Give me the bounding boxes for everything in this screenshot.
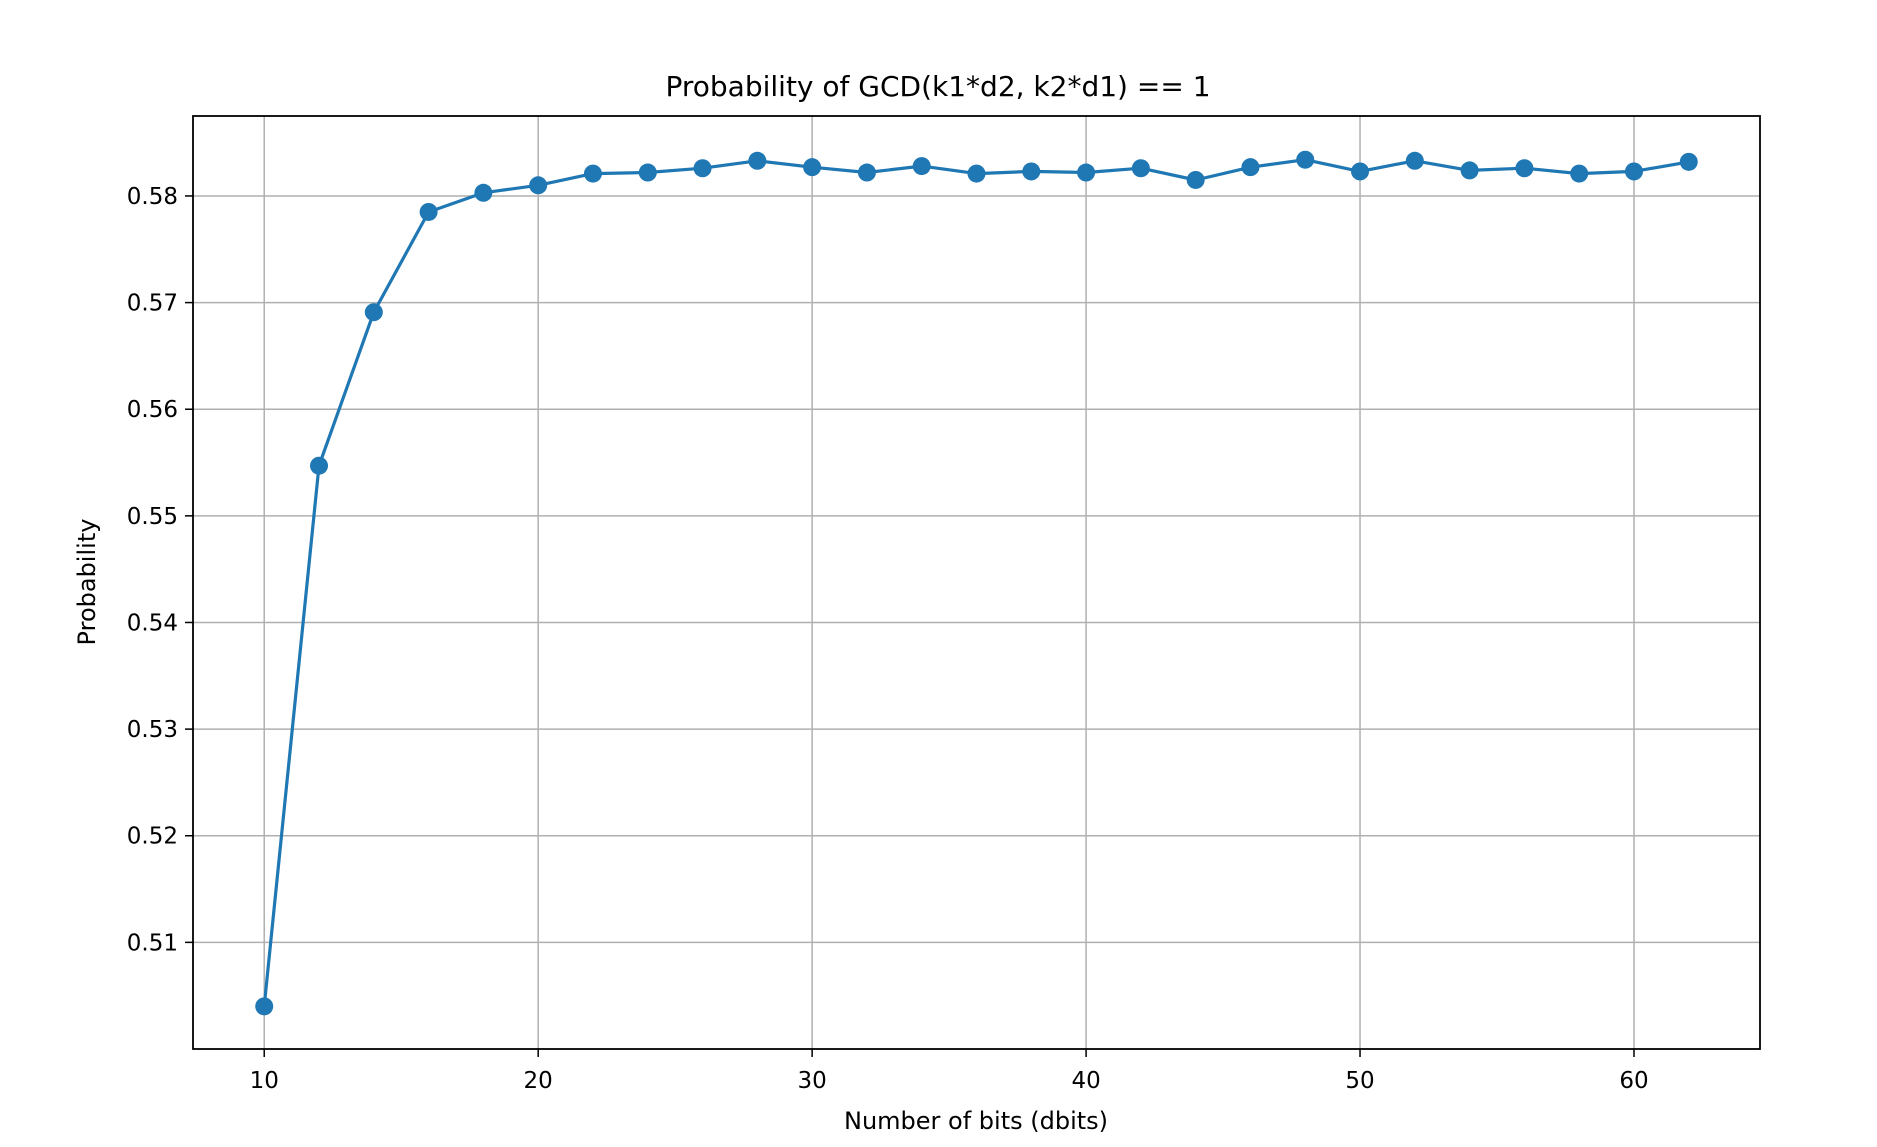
y-tick-label: 0.52 <box>127 824 178 850</box>
y-tick-label: 0.51 <box>127 930 178 956</box>
series-line <box>262 158 1690 1007</box>
x-tick-label: 20 <box>524 1068 553 1094</box>
y-axis-label: Probability <box>73 519 101 646</box>
data-point <box>1679 152 1698 171</box>
data-point <box>583 164 602 183</box>
data-point <box>1186 170 1205 189</box>
x-tick-label: 50 <box>1345 1068 1374 1094</box>
data-point <box>1624 162 1643 181</box>
data-point <box>693 159 712 178</box>
plot-frame <box>192 115 1761 1050</box>
data-point <box>967 164 986 183</box>
y-tick-label: 0.54 <box>127 610 178 636</box>
data-point <box>474 183 493 202</box>
grid-layer <box>193 116 1760 1049</box>
data-point <box>1515 159 1534 178</box>
data-point <box>255 997 274 1016</box>
data-point <box>1241 158 1260 177</box>
y-tick-label: 0.57 <box>127 291 178 317</box>
chart-title: Probability of GCD(k1*d2, k2*d1) == 1 <box>665 70 1210 103</box>
tick-layer: 10 20 30 40 50 60 0.51 0.52 0.53 0.54 0.55 0.56 0.57… <box>127 184 1649 1094</box>
x-tick-label: 30 <box>797 1068 826 1094</box>
data-point <box>1405 151 1424 170</box>
data-point <box>1570 164 1589 183</box>
data-point <box>638 163 657 182</box>
data-point <box>1460 161 1479 180</box>
data-point <box>419 202 438 221</box>
data-point <box>912 157 931 176</box>
data-point <box>1077 163 1096 182</box>
data-point <box>1351 162 1370 181</box>
data-point <box>1296 150 1315 169</box>
data-point <box>1131 159 1150 178</box>
data-point <box>1022 162 1041 181</box>
x-tick-label: 10 <box>250 1068 279 1094</box>
series-layer <box>255 150 1698 1016</box>
x-tick-label: 60 <box>1619 1068 1648 1094</box>
data-point <box>364 303 383 322</box>
data-point <box>748 151 767 170</box>
data-point <box>529 176 548 195</box>
y-tick-label: 0.56 <box>127 397 178 423</box>
y-tick-label: 0.53 <box>127 717 178 743</box>
data-point <box>803 158 822 177</box>
x-tick-label: 40 <box>1071 1068 1100 1094</box>
y-tick-label: 0.55 <box>127 504 178 530</box>
data-point <box>310 456 329 475</box>
y-tick-label: 0.58 <box>127 184 178 210</box>
x-axis-label: Number of bits (dbits) <box>844 1107 1108 1135</box>
data-point <box>857 163 876 182</box>
